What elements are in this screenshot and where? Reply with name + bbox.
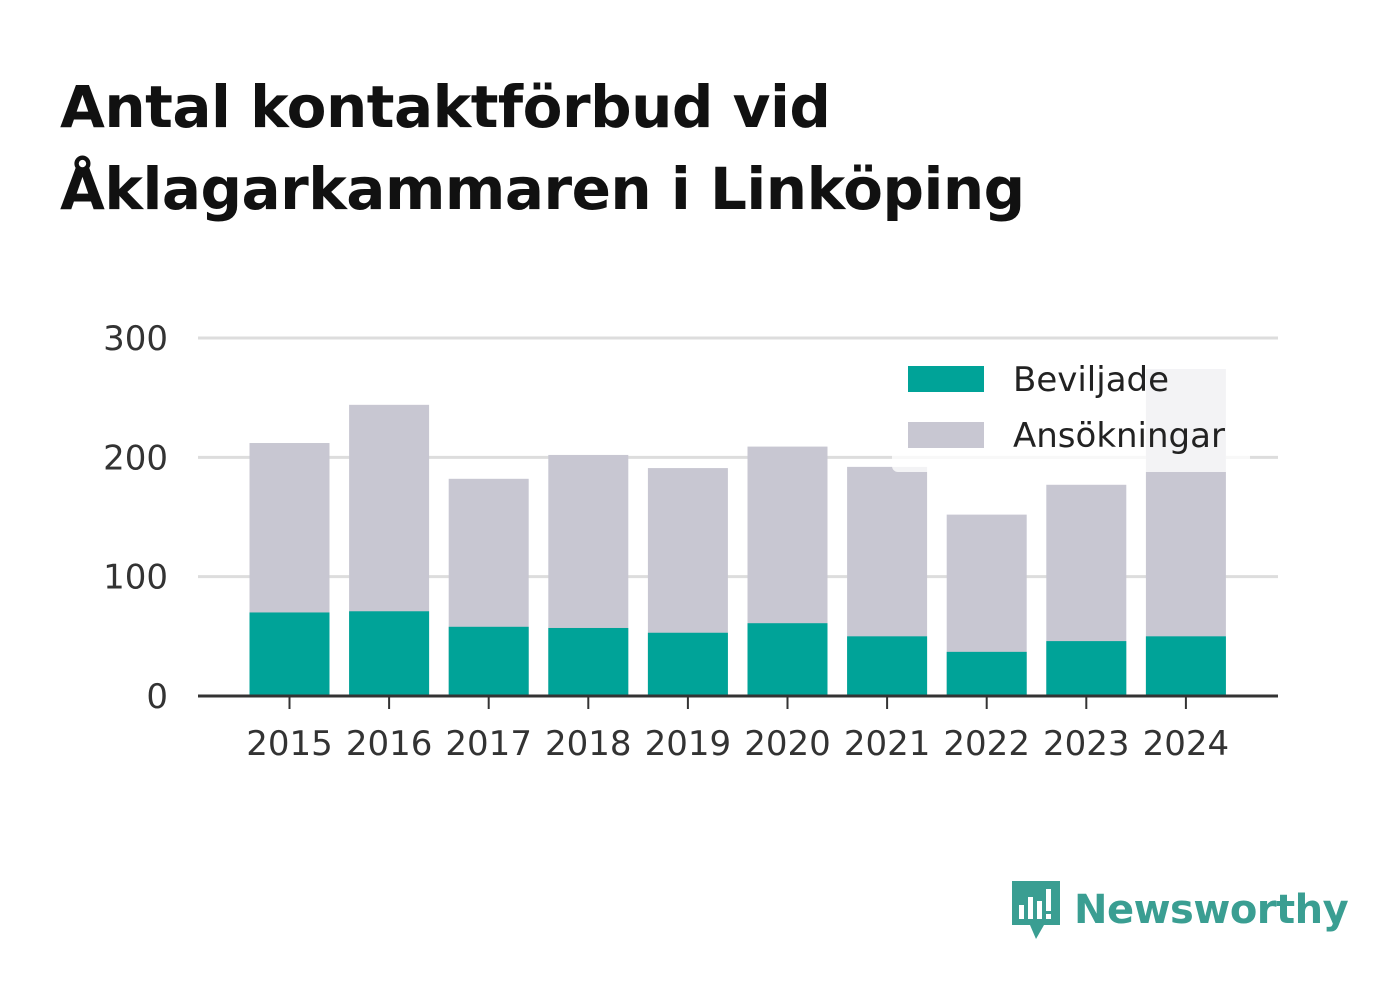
- bar-beviljade-2024: [1145, 636, 1226, 696]
- bar-beviljade-2022: [946, 651, 1027, 696]
- x-tick-label: 2015: [246, 724, 333, 764]
- x-tick-label: 2016: [346, 724, 433, 764]
- bars-beviljade: [249, 611, 1226, 696]
- legend-swatch-beviljade: [908, 366, 984, 392]
- chart-title: Antal kontaktförbud vid Åklagarkammaren …: [60, 66, 1320, 230]
- x-tick-label: 2024: [1143, 724, 1230, 764]
- brand: Newsworthy: [1010, 878, 1349, 942]
- x-tick-label: 2019: [645, 724, 732, 764]
- bar-beviljade-2018: [548, 627, 629, 696]
- x-tick-label: 2020: [744, 724, 831, 764]
- bar-beviljade-2020: [747, 623, 828, 696]
- chart-title-line-1: Antal kontaktförbud vid: [60, 73, 831, 141]
- newsworthy-logo-icon: [1012, 881, 1060, 939]
- bar-beviljade-2017: [448, 626, 529, 696]
- bar-beviljade-2019: [647, 632, 728, 696]
- y-tick-label: 300: [103, 319, 168, 359]
- x-axis-tick-labels: 2015 2016 2017 2018 2019 2020 2021 2022 2023 2024: [246, 724, 1229, 764]
- y-tick-label: 0: [146, 677, 168, 717]
- bar-beviljade-2015: [249, 612, 330, 696]
- legend-label: Ansökningar: [1013, 416, 1225, 456]
- x-tick-label: 2017: [445, 724, 532, 764]
- y-axis-tick-labels: 0 100 200 300: [103, 319, 168, 717]
- brand-name: Newsworthy: [1074, 887, 1349, 933]
- legend-swatch-ansökningar: [908, 422, 984, 448]
- y-tick-label: 200: [103, 438, 168, 478]
- bar-beviljade-2016: [349, 611, 430, 696]
- x-tick-label: 2022: [943, 724, 1030, 764]
- x-axis: [198, 694, 1278, 709]
- x-tick-label: 2021: [844, 724, 931, 764]
- x-tick-label: 2018: [545, 724, 632, 764]
- legend-label: Beviljade: [1013, 360, 1169, 400]
- bar-beviljade-2021: [847, 636, 928, 696]
- x-tick-label: 2023: [1043, 724, 1130, 764]
- y-tick-label: 100: [103, 558, 168, 598]
- legend: Beviljade Ansökningar: [892, 352, 1250, 472]
- chart-title-line-2: Åklagarkammaren i Linköping: [60, 155, 1025, 223]
- bar-beviljade-2023: [1046, 641, 1127, 696]
